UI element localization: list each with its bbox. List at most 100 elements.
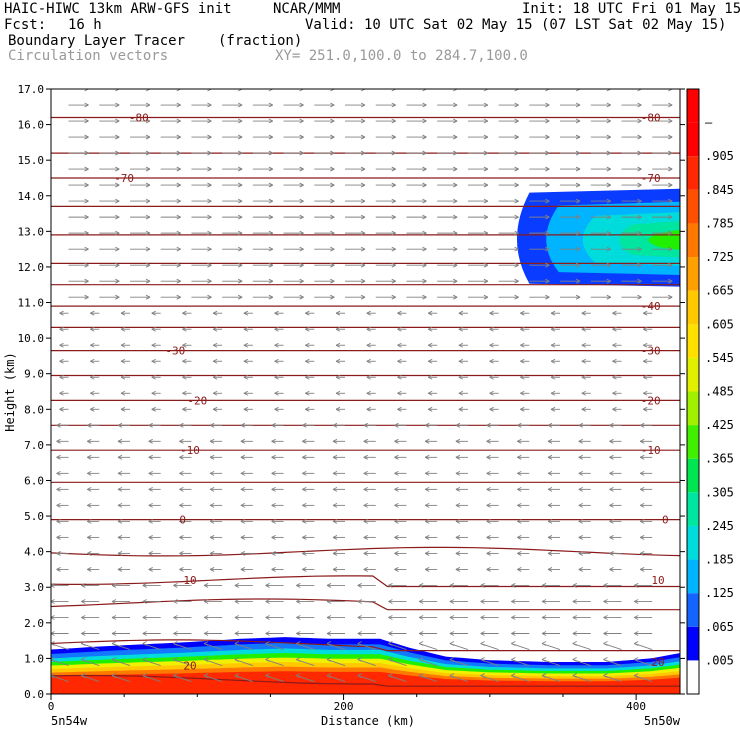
wind-vector-head [81, 615, 86, 620]
wind-vector-head [418, 673, 424, 678]
field-name: Boundary Layer Tracer [8, 33, 186, 49]
wind-vector-head [394, 422, 399, 428]
wind-vector-head [332, 486, 338, 492]
wind-vector-head [56, 502, 61, 508]
wind-vector-head [578, 438, 583, 444]
wind-vector-head [480, 599, 485, 604]
wind-vector-head [176, 214, 181, 220]
wind-vector-head [90, 406, 95, 412]
wind-vector-head [397, 406, 402, 412]
wind-vector-head [274, 390, 279, 396]
y-tick-label: 9.0 [24, 368, 44, 381]
wind-vector-head [117, 454, 123, 460]
wind-vector-head [243, 310, 249, 316]
wind-vector-head [305, 358, 310, 364]
wind-vector-head [391, 294, 396, 300]
wind-vector-head [117, 502, 123, 508]
wind-vector-head [203, 673, 209, 678]
wind-vector-head [84, 166, 89, 172]
wind-vector-head [151, 390, 156, 396]
wind-vector-head [209, 422, 215, 428]
colorbar-label: .725 [705, 250, 734, 264]
wind-vector-head [207, 230, 212, 236]
wind-vector-head [572, 615, 577, 620]
colorbar-segment [687, 425, 699, 459]
wind-vector-head [84, 182, 89, 188]
wind-vector-head [489, 374, 494, 380]
wind-vector-head [427, 406, 433, 412]
wind-vector-head [271, 454, 276, 460]
wind-vector-head [545, 230, 550, 236]
wind-vector-head [151, 342, 156, 348]
wind-vector-head [483, 278, 489, 284]
colorbar-label: .125 [705, 586, 734, 600]
wind-vector-head [541, 615, 547, 620]
wind-vector-head [612, 342, 617, 348]
wind-vector-head [142, 673, 147, 678]
wind-vector-head [176, 278, 181, 284]
wind-vector-head [332, 502, 338, 508]
wind-vector-head [296, 631, 301, 636]
colorbar-segment [687, 89, 699, 123]
wind-vector-head [424, 567, 430, 572]
contour-label: 10 [651, 574, 664, 587]
wind-vector-head [422, 246, 427, 252]
wind-vector-head [243, 326, 249, 332]
wind-vector-head [120, 390, 126, 396]
wind-vector-head [56, 567, 61, 572]
wind-vector-head [511, 615, 516, 620]
wind-vector-head [360, 230, 366, 236]
wind-vector-head [173, 615, 178, 620]
wind-vector-head [120, 374, 126, 380]
wind-vector-head [360, 150, 366, 156]
y-tick-label: 17.0 [18, 83, 45, 96]
wind-vector-head [612, 310, 617, 316]
wind-vector-head [391, 198, 396, 204]
contour-label: -10 [180, 444, 200, 457]
wind-vector-head [545, 214, 550, 220]
model-title: HAIC-HIWC 13km ARW-GFS init [4, 1, 232, 17]
wind-vector-head [296, 615, 301, 620]
wind-vector-head [424, 438, 430, 444]
wind-vector-head [606, 278, 611, 284]
wind-vector-head [296, 657, 301, 662]
wind-vector-head [640, 567, 645, 572]
wind-vector-head [640, 502, 645, 508]
wind-vector-head [458, 358, 464, 364]
colorbar-label: – [705, 116, 713, 130]
wind-vector-head [234, 615, 240, 620]
wind-vector-head [391, 182, 396, 188]
contour-label: 20 [183, 660, 196, 673]
wind-vector-head [609, 518, 614, 524]
wind-vector-head [547, 502, 553, 508]
y-tick-label: 2.0 [24, 617, 44, 630]
isotherm-line [51, 674, 680, 687]
wind-vector-head [603, 641, 608, 646]
wind-vector-head [330, 262, 335, 268]
wind-vector-head [511, 599, 516, 604]
wind-vector-head [209, 551, 215, 556]
wind-vector-head [449, 673, 455, 678]
wind-vector-head [176, 166, 181, 172]
wind-vector-head [299, 150, 304, 156]
wind-vector-head [237, 166, 243, 172]
wind-vector-head [274, 310, 279, 316]
wind-vector-head [424, 470, 430, 476]
wind-vector-head [360, 102, 366, 108]
wind-vector-head [514, 262, 519, 268]
wind-vector-head [81, 599, 86, 604]
wind-vector-head [640, 518, 645, 524]
wind-vector-head [486, 486, 491, 492]
wind-vector-head [603, 673, 608, 678]
wind-vector-head [234, 673, 240, 678]
wind-vector-head [326, 657, 332, 662]
wind-vector-head [668, 102, 673, 108]
wind-vector-head [115, 262, 120, 268]
wind-vector-head [142, 657, 147, 662]
wind-vector-head [115, 198, 120, 204]
colorbar-segment [687, 492, 699, 526]
wind-vector-head [59, 326, 64, 332]
wind-vector-head [56, 470, 61, 476]
wind-vector-head [179, 502, 184, 508]
wind-vector-head [330, 102, 335, 108]
